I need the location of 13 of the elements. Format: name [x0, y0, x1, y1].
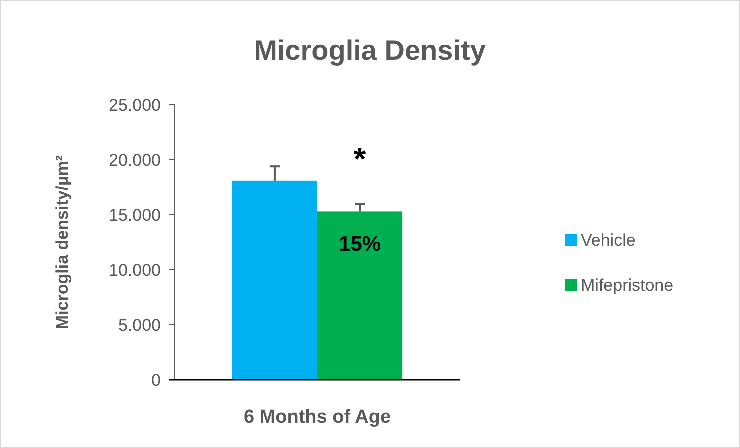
y-tick-label: 25.000	[109, 96, 161, 115]
y-tick-label: 15.000	[109, 206, 161, 225]
annotation: *	[354, 141, 367, 178]
y-tick-label: 10.000	[109, 260, 161, 280]
y-axis-title: Microglia density/µm²	[53, 155, 72, 330]
legend-label: Vehicle	[581, 230, 636, 250]
y-tick-label: 5.000	[118, 316, 161, 335]
y-tick-label: 20.000	[109, 150, 161, 170]
chart-title: Microglia Density	[254, 35, 486, 66]
y-tick-label: 0	[152, 370, 161, 390]
annotation: 15%	[339, 233, 382, 256]
x-tick-label: 6 Months of Age	[244, 407, 392, 428]
legend-label: Mifepristone	[581, 276, 674, 295]
